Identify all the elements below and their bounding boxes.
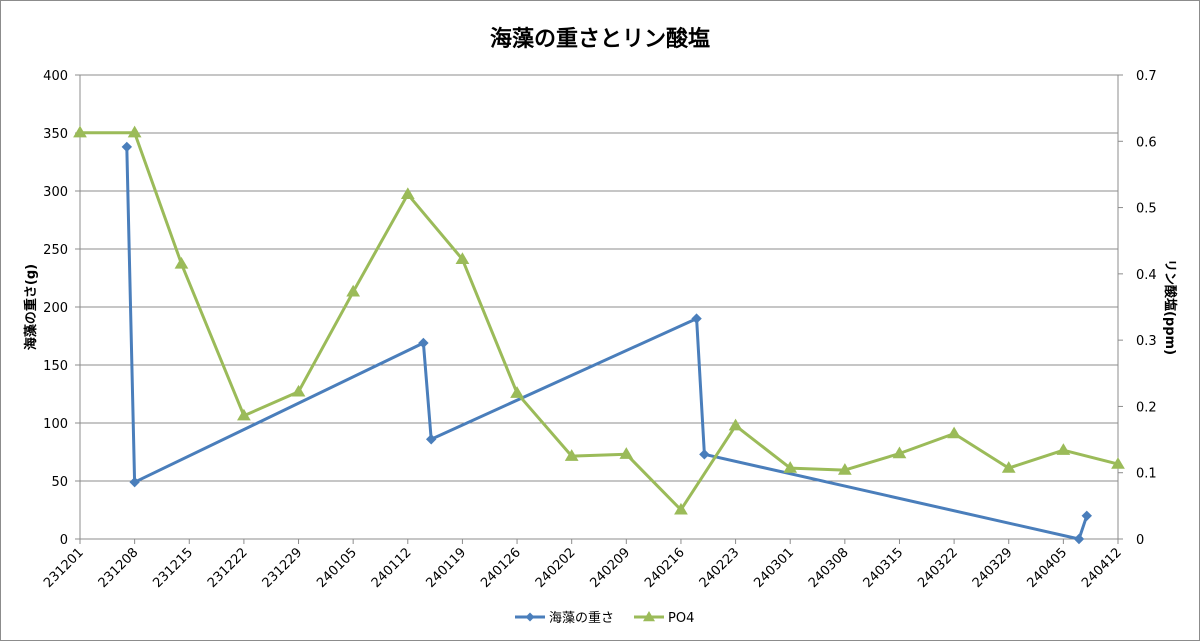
x-tick-label: 231208 [96,545,142,591]
data-point [837,463,852,475]
x-tick-label: 231215 [150,545,196,591]
y-tick-label-left: 50 [51,475,68,490]
x-tick-label: 231222 [205,545,251,591]
data-point [783,461,798,473]
x-tick-label: 240112 [369,545,415,591]
y-tick-label-right: 0.4 [1136,268,1157,283]
gridlines [80,74,1118,482]
series-line [125,146,1089,541]
data-point [1111,457,1125,469]
data-point [400,187,415,200]
y-tick-label-right: 0.3 [1136,334,1157,349]
x-tick-label: 240223 [697,545,743,591]
legend-label: 海藻の重さ [549,610,614,626]
data-point [1056,443,1071,455]
data-point [1081,510,1092,522]
x-tick-label: 240119 [424,545,470,591]
data-point [1073,533,1085,545]
x-tick-label: 240209 [587,545,633,591]
y-axis-label-left: 海藻の重さ(g) [23,264,39,350]
x-tick-label: 240405 [1024,545,1070,591]
x-tick-label: 231229 [260,545,306,591]
data-point [346,284,361,297]
data-point [564,449,579,461]
y-tick-label-left: 100 [43,417,68,432]
data-point [425,434,437,445]
data-point [129,476,140,488]
y-tick-label-right: 0.2 [1136,400,1157,415]
data-point [73,125,87,138]
data-point [174,256,189,269]
y-tick-label-right: 0.6 [1136,135,1157,150]
legend-marker [525,612,535,622]
data-point [127,125,142,138]
y-axis-label-right: リン酸塩(ppm) [1162,259,1178,355]
x-tick-label: 240126 [478,545,524,591]
data-point [418,337,429,349]
x-tick-label: 240412 [1079,545,1125,591]
data-point [510,386,524,398]
data-point [237,408,251,421]
series-line [80,131,1119,512]
x-tick-label: 240322 [915,545,961,591]
legend-marker [643,611,655,622]
x-tick-label: 240216 [642,545,688,591]
legend-label: PO4 [668,611,694,626]
x-tick-label: 240315 [861,545,907,591]
data-point [1001,461,1016,473]
data-point [619,447,634,459]
x-tick-label: 240308 [806,545,852,591]
y-tick-label-right: 0 [1136,533,1144,548]
data-point [728,418,743,431]
data-point [291,384,306,397]
legend: 海藻の重さ PO4 [515,610,694,626]
data-point [674,502,688,515]
data-point [121,141,133,153]
y-tick-label-right: 0.5 [1136,202,1157,217]
x-tick-label: 240329 [970,545,1016,591]
x-tick-label: 240202 [533,545,579,591]
data-point [892,446,907,459]
y-tick-label-left: 300 [43,185,68,200]
chart-title: 海藻の重さとリン酸塩 [490,26,710,52]
x-tick-label: 240105 [314,545,360,591]
y-tick-label-left: 400 [43,69,68,84]
y-tick-label-right: 0.7 [1136,69,1157,84]
x-tick-label: 231201 [41,545,87,591]
series-lines [73,125,1125,545]
x-tick-label: 240301 [751,545,797,591]
y-tick-label-left: 150 [43,359,68,374]
data-point [947,426,961,439]
y-tick-label-left: 200 [43,301,68,316]
y-tick-label-right: 0.1 [1136,467,1157,482]
data-point [691,313,702,324]
data-point [455,252,470,264]
y-tick-label-left: 350 [43,127,68,142]
data-point [699,449,710,460]
y-tick-label-left: 0 [60,533,68,548]
y-tick-label-left: 250 [43,243,68,258]
